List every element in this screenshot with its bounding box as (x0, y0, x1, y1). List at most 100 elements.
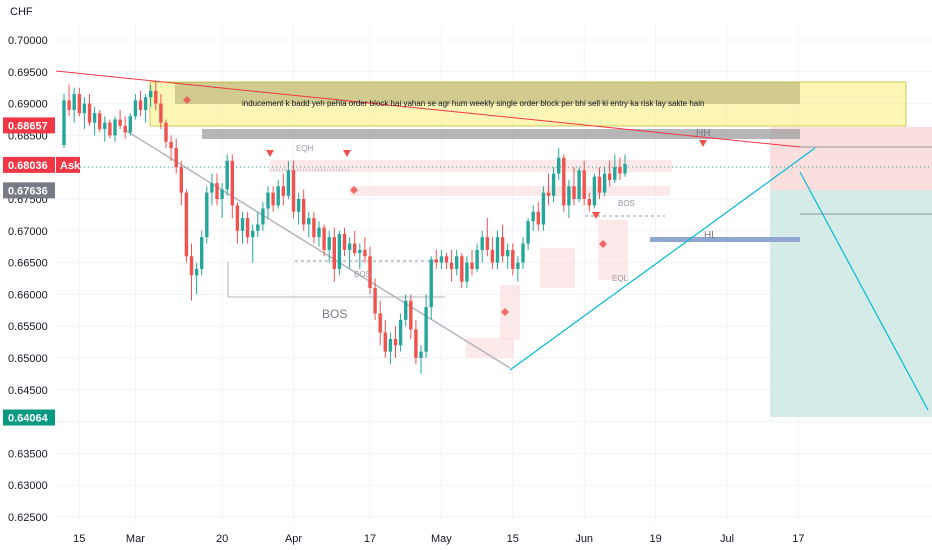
candle (465, 256, 469, 289)
signal-down-marker (592, 212, 600, 219)
candle-body (582, 170, 586, 199)
candle (154, 81, 158, 110)
candle (256, 211, 260, 238)
price-tick-label: 0.67000 (8, 226, 48, 238)
candle-body (77, 94, 81, 114)
imbalance-zone (466, 338, 514, 358)
candle (409, 294, 413, 339)
time-tick-label: Jul (720, 533, 734, 545)
candle (281, 173, 285, 206)
candle (353, 230, 357, 257)
imbalance-zone (598, 220, 628, 280)
candle (500, 224, 505, 263)
candle-body (72, 94, 76, 110)
candle-body (149, 90, 153, 98)
price-tick-label: 0.62500 (8, 512, 48, 524)
candle-body (567, 186, 571, 206)
candle (108, 119, 112, 139)
trendline-red[interactable] (55, 70, 801, 148)
candle-body (179, 167, 183, 193)
price-tag-high (3, 117, 55, 134)
candle-body (608, 173, 612, 180)
candle-body (557, 157, 561, 174)
candle-body (92, 113, 97, 123)
candle-body (388, 338, 393, 352)
candle (276, 179, 280, 209)
candle (602, 167, 607, 196)
candle (286, 160, 291, 199)
candle-body (143, 97, 148, 110)
candle (322, 224, 326, 257)
candle-body (220, 189, 224, 199)
candle-body (444, 256, 449, 263)
candle (613, 154, 617, 184)
label-hl: HL (704, 230, 717, 241)
candle (470, 249, 474, 276)
price-tag-value: 0.68657 (8, 120, 48, 132)
candle-body (215, 183, 219, 199)
candle-body (429, 259, 433, 308)
candle (251, 224, 255, 263)
candle (72, 87, 76, 123)
time-tick-label: Jun (575, 533, 593, 545)
candle (118, 109, 122, 130)
trendline-grey[interactable] (124, 129, 511, 369)
price-tick-label: 0.63000 (8, 480, 48, 492)
candle (245, 211, 250, 244)
candle (562, 154, 566, 212)
candle (531, 205, 535, 231)
price-tag-value: 0.67636 (8, 185, 48, 197)
candle-body (266, 192, 270, 209)
candle (495, 230, 500, 269)
price-tick-label: 0.66500 (8, 258, 48, 270)
diamond-marker (599, 240, 607, 248)
candle-body (506, 249, 510, 257)
candle-body (465, 262, 469, 282)
label-bos-small: BOS (354, 270, 371, 279)
candle-body (602, 173, 607, 193)
candle-body (103, 122, 107, 130)
price-axis[interactable]: 0.700000.695000.690000.685000.680000.675… (8, 35, 48, 524)
candle (597, 167, 602, 199)
trendline-teal-up[interactable] (509, 147, 816, 371)
candle-body (562, 157, 566, 206)
candle-body (455, 256, 459, 269)
imbalance-zone (270, 160, 672, 172)
time-tick-label: 20 (216, 533, 228, 545)
candle-body (159, 103, 163, 123)
time-axis[interactable]: 15 Mar 20 Apr 17 May 15 Jun 19 Jul 17 (73, 533, 804, 545)
candle (200, 230, 204, 276)
candle-body (419, 351, 423, 358)
candle (521, 237, 525, 269)
order-block-grey (202, 129, 800, 139)
candle (332, 227, 336, 282)
trendline-teal-down[interactable] (799, 171, 929, 411)
target-zone (770, 190, 932, 417)
time-tick-label: 15 (507, 533, 519, 545)
candle-body (205, 192, 209, 238)
candle (373, 278, 377, 320)
time-tick-label: May (431, 533, 452, 545)
price-tag-ask (3, 156, 55, 173)
candle (455, 249, 459, 276)
candle-body (123, 125, 127, 133)
candle-body (490, 249, 495, 263)
candle (205, 186, 209, 244)
candle-body (409, 300, 413, 330)
price-tick-label: 0.65500 (8, 321, 48, 333)
candle-body (398, 319, 403, 346)
signal-down-marker (343, 150, 351, 157)
candle (194, 262, 199, 295)
candle (87, 94, 92, 126)
candle-body (618, 167, 622, 174)
candle (149, 84, 153, 107)
candle (261, 202, 265, 231)
order-block-yellow[interactable] (149, 81, 907, 127)
candle (434, 249, 438, 269)
candle-body (536, 211, 540, 225)
candle (623, 154, 627, 177)
candle (460, 253, 464, 289)
label-bos-big: BOS (322, 307, 347, 321)
order-block-blue (650, 237, 800, 242)
